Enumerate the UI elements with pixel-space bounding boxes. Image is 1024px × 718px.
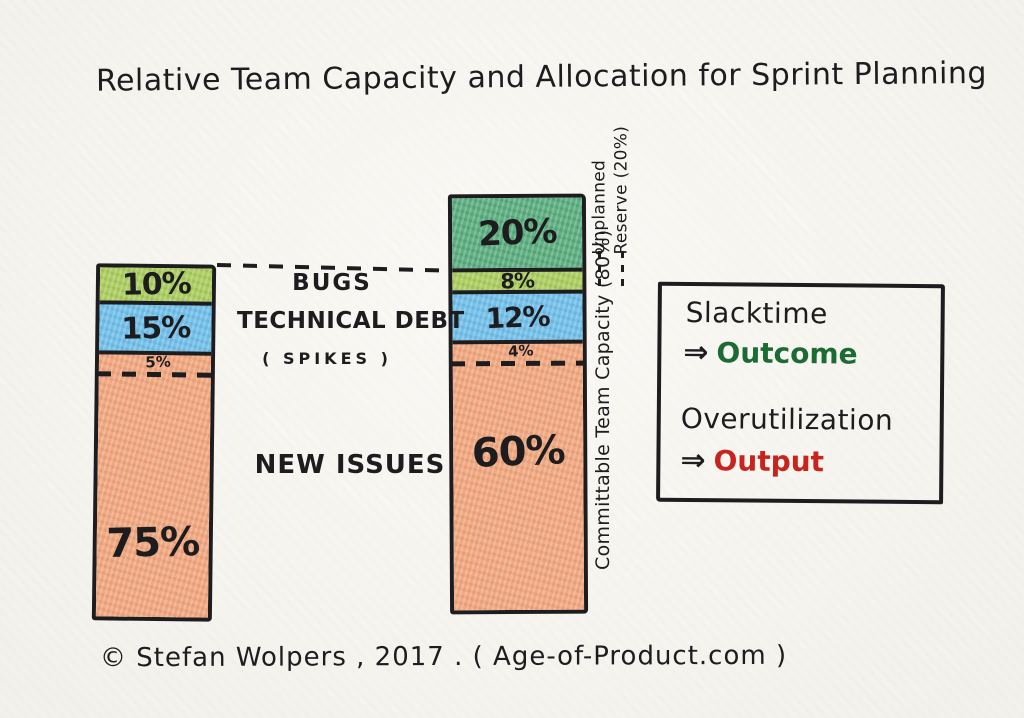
- axis-dashed-separator: [598, 251, 601, 291]
- label-bugs: BUGS: [292, 270, 372, 296]
- label-spikes: ( SPIKES ): [262, 349, 392, 368]
- bar-slacktime: 10% 15% 5% 75%: [91, 263, 217, 622]
- bar-right-segment-bugs: 8%: [452, 267, 583, 294]
- bar-right-segment-new-issues: 4% 60%: [450, 339, 585, 611]
- axis-label-unplanned-reserve: Unplanned Reserve (20%): [589, 125, 635, 255]
- bar-left-segment-technical-debt: 15%: [99, 300, 212, 352]
- segment-value-label: 10%: [121, 266, 191, 303]
- footer-credit: © Stefan Wolpers , 2017 . ( Age-of-Produ…: [99, 640, 788, 674]
- axis-dashed-separator: [621, 251, 624, 291]
- bar-left-segment-new-issues: 5% 75%: [95, 350, 213, 618]
- segment-value-label: 75%: [105, 518, 200, 568]
- slack-percent-label: 4%: [507, 341, 535, 361]
- label-new-issues: NEW ISSUES: [254, 450, 446, 480]
- segment-value-label: 15%: [120, 309, 191, 347]
- segment-value-label: 12%: [484, 299, 551, 335]
- legend-outcome-label: Outcome: [716, 336, 858, 371]
- axis-label-committable-capacity: Committable Team Capacity (80%): [592, 229, 614, 570]
- segment-value-label: 8%: [500, 268, 535, 294]
- slack-dashed-line: [96, 371, 213, 378]
- chart-title: Relative Team Capacity and Allocation fo…: [95, 55, 988, 99]
- legend-slacktime-label: Slacktime: [685, 295, 828, 331]
- legend-output-label: Output: [713, 444, 825, 479]
- segment-value-label: 60%: [470, 427, 566, 477]
- label-technical-debt: TECHNICAL DEBT: [237, 308, 465, 334]
- legend-outcome-row: ⇒ Outcome: [683, 334, 858, 371]
- axis-label-unplanned-line1: Unplanned: [589, 159, 610, 255]
- slack-dashed-line: [450, 360, 585, 366]
- legend-output-row: ⇒ Output: [680, 442, 825, 479]
- bar-right-segment-technical-debt: 12%: [452, 289, 583, 341]
- slack-percent-label: 5%: [144, 352, 172, 372]
- bar-overutilization: 20% 8% 12% 4% 60%: [447, 193, 589, 615]
- legend-overutilization-label: Overutilization: [680, 401, 894, 437]
- arrow-right-icon: ⇒: [683, 334, 709, 370]
- legend-box: Slacktime ⇒ Outcome Overutilization ⇒ Ou…: [656, 281, 945, 505]
- arrow-right-icon: ⇒: [680, 442, 706, 478]
- bar-right-segment-unplanned: 20%: [451, 197, 583, 269]
- segment-value-label: 20%: [477, 211, 558, 255]
- axis-label-unplanned-line2: Reserve (20%): [611, 125, 632, 255]
- bar-left-segment-bugs: 10%: [99, 266, 213, 303]
